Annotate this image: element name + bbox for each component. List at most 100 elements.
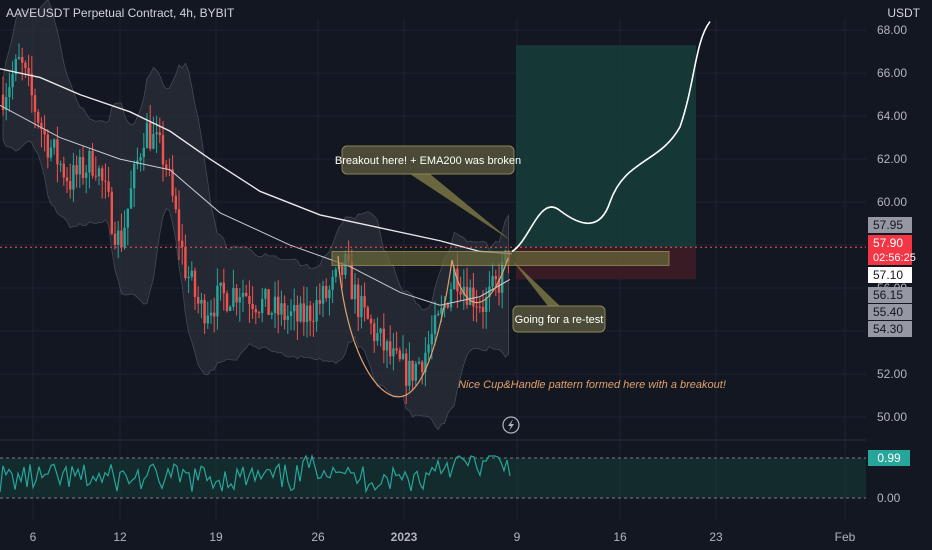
candle-body — [149, 122, 152, 149]
candle-body — [465, 286, 469, 305]
candle-body — [286, 316, 289, 320]
candle-body — [360, 296, 363, 318]
candle-body — [232, 287, 235, 307]
candle-body — [459, 291, 462, 295]
price-tag — [868, 249, 912, 265]
candle-body — [65, 177, 69, 182]
candle-body — [85, 172, 88, 178]
candle-body — [478, 306, 481, 308]
price-tag-label: 57.10 — [873, 268, 903, 282]
candle-body — [401, 353, 405, 360]
candle-body — [229, 306, 232, 311]
candle-body — [392, 348, 395, 357]
candle-body — [40, 122, 43, 130]
candle-body — [101, 168, 104, 181]
candle-body — [5, 97, 8, 111]
candle-body — [53, 139, 56, 148]
chart-title: AAVEUSDT Perpetual Contract, 4h, BYBIT — [6, 6, 235, 20]
candle-body — [120, 230, 123, 248]
candle-body — [427, 344, 430, 353]
candle-body — [315, 300, 318, 322]
rsi-line — [0, 453, 511, 494]
candle-body — [251, 304, 254, 309]
candle-body — [129, 188, 133, 209]
candle-body — [424, 352, 427, 373]
candle-body — [37, 111, 40, 123]
candle-body — [241, 292, 245, 297]
candle-body — [430, 333, 433, 345]
candle-body — [309, 305, 312, 321]
x-tick-label: 12 — [113, 530, 127, 544]
price-tag-label: 55.40 — [873, 305, 903, 319]
candle-body — [325, 285, 328, 299]
candle-body — [27, 68, 30, 74]
candle-body — [104, 180, 107, 182]
candle-body — [280, 303, 283, 315]
candle-body — [398, 350, 401, 360]
candle-body — [14, 59, 17, 75]
candle-body — [373, 323, 376, 341]
candle-body — [152, 133, 155, 149]
x-tick-label: 19 — [209, 530, 223, 544]
resistance-zone — [331, 250, 670, 266]
candle-body — [209, 312, 213, 316]
candle-body — [49, 147, 53, 158]
candle-body — [177, 209, 181, 241]
candle-body — [181, 240, 184, 247]
candle-body — [59, 163, 62, 165]
candle-body — [283, 303, 286, 320]
cup-curve — [337, 255, 453, 398]
currency-label: USDT — [887, 6, 920, 20]
candle-body — [133, 164, 136, 189]
ema-line — [0, 104, 511, 306]
y-tick-label: 66.00 — [877, 66, 907, 80]
candle-body — [72, 165, 75, 190]
candle-body — [267, 289, 270, 315]
rsi-value-label: 0.99 — [877, 451, 901, 465]
price-tag-label: 02:56:25 — [873, 252, 916, 264]
candle-body — [437, 313, 440, 316]
candle-body — [43, 129, 46, 135]
candle-body — [8, 87, 11, 98]
x-tick-label: 2023 — [391, 530, 418, 544]
candle-body — [277, 296, 280, 315]
candle-body — [193, 270, 197, 298]
candle-body — [203, 299, 206, 324]
candle-body — [126, 208, 129, 228]
price-tag-label: 57.95 — [873, 218, 903, 232]
candle-body — [462, 286, 465, 295]
bollinger-fill — [2, 0, 509, 431]
candle-body — [366, 307, 369, 319]
candle-body — [299, 303, 302, 322]
price-tag — [868, 235, 912, 251]
candle-body — [453, 268, 456, 290]
candle-body — [389, 341, 392, 357]
candle-body — [225, 293, 229, 311]
candle-body — [481, 307, 485, 312]
price-tag-label: 57.90 — [873, 236, 903, 250]
candle-body — [469, 287, 472, 305]
candle-body — [433, 315, 437, 334]
candle-body — [190, 270, 193, 277]
handle-curve — [451, 257, 509, 304]
candle-body — [257, 312, 261, 314]
candle-body — [222, 282, 225, 294]
candle-body — [395, 348, 398, 351]
candle-body — [113, 233, 117, 245]
ema200-line — [0, 68, 513, 255]
candle-body — [33, 95, 37, 112]
candle-body — [414, 363, 417, 381]
candle-body — [200, 299, 203, 304]
candle-body — [216, 285, 219, 317]
candle-body — [110, 191, 113, 234]
candle-body — [357, 284, 360, 318]
y-tick-label: 50.00 — [877, 410, 907, 424]
price-tag — [868, 267, 912, 283]
candle-body — [235, 287, 238, 303]
candle-body — [91, 150, 94, 176]
candle-body — [289, 311, 293, 317]
candle-body — [107, 181, 110, 192]
candle-body — [69, 181, 72, 190]
x-tick-label: 26 — [311, 530, 325, 544]
